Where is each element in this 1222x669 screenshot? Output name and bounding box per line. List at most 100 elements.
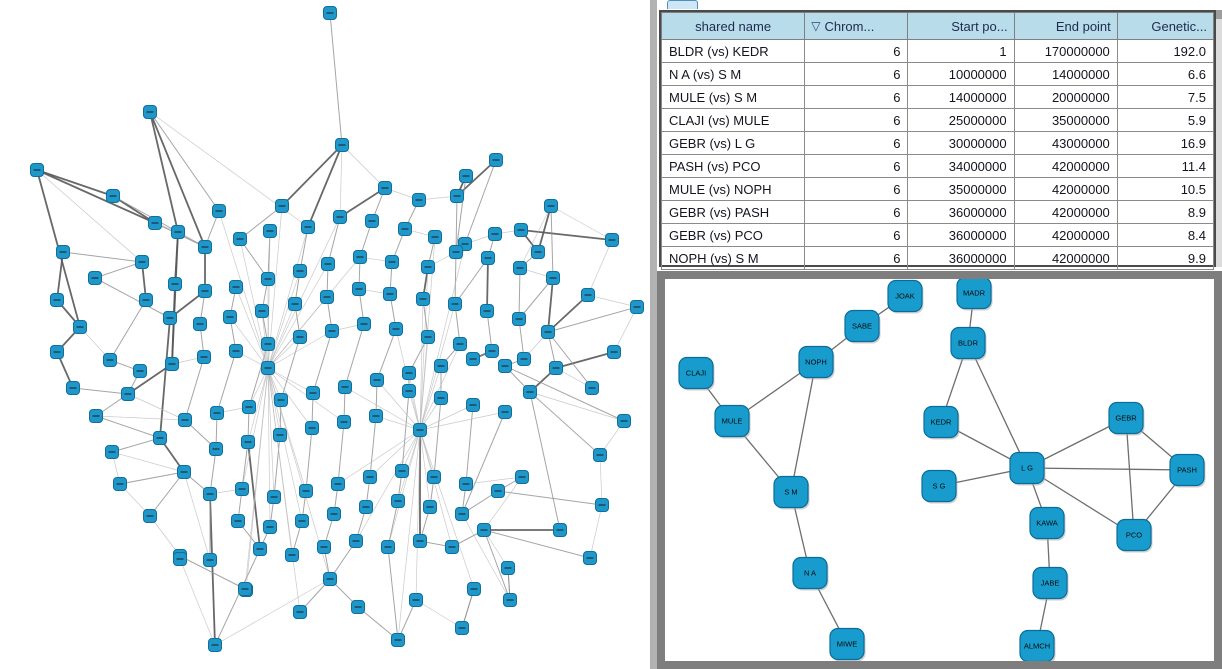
table-row[interactable]: GEBR (vs) PCO 6 36000000 42000000 8.4 bbox=[660, 223, 1215, 247]
network-node[interactable] bbox=[73, 320, 87, 334]
network-node[interactable] bbox=[553, 523, 567, 537]
network-node[interactable]: N A bbox=[792, 556, 829, 591]
network-node[interactable]: BLDR bbox=[950, 326, 987, 361]
network-node[interactable] bbox=[488, 227, 502, 241]
node-shape[interactable] bbox=[921, 469, 957, 503]
node-shape[interactable] bbox=[956, 279, 992, 310]
network-node[interactable] bbox=[450, 189, 464, 203]
network-node[interactable] bbox=[409, 593, 423, 607]
network-node[interactable]: L G bbox=[1009, 451, 1046, 486]
network-node[interactable] bbox=[485, 344, 499, 358]
network-node[interactable] bbox=[477, 523, 491, 537]
network-node[interactable] bbox=[357, 317, 371, 331]
network-node[interactable] bbox=[467, 582, 481, 596]
network-node[interactable] bbox=[263, 520, 277, 534]
network-node[interactable] bbox=[56, 245, 70, 259]
network-node[interactable]: S M bbox=[773, 475, 810, 510]
network-node[interactable] bbox=[455, 621, 469, 635]
table-row[interactable]: NOPH (vs) S M 6 36000000 42000000 9.9 bbox=[660, 246, 1215, 270]
network-node[interactable] bbox=[391, 633, 405, 647]
table-row[interactable]: GEBR (vs) PASH 6 36000000 42000000 8.9 bbox=[660, 200, 1215, 224]
network-node[interactable] bbox=[299, 484, 313, 498]
network-node[interactable] bbox=[466, 352, 480, 366]
network-node[interactable] bbox=[148, 216, 162, 230]
node-shape[interactable] bbox=[1029, 506, 1065, 540]
node-shape[interactable] bbox=[1019, 629, 1055, 662]
network-node[interactable] bbox=[378, 181, 392, 195]
network-node[interactable] bbox=[261, 337, 275, 351]
network-node[interactable] bbox=[421, 260, 435, 274]
network-node[interactable] bbox=[203, 487, 217, 501]
network-node[interactable] bbox=[428, 230, 442, 244]
network-node[interactable] bbox=[449, 245, 463, 259]
network-node[interactable] bbox=[427, 470, 441, 484]
column-header[interactable]: ▽ Chrom... bbox=[804, 12, 909, 40]
network-node[interactable] bbox=[306, 386, 320, 400]
network-node[interactable] bbox=[171, 225, 185, 239]
network-node[interactable] bbox=[385, 255, 399, 269]
network-node[interactable] bbox=[88, 271, 102, 285]
panel-divider[interactable] bbox=[650, 0, 657, 669]
node-shape[interactable] bbox=[887, 279, 923, 313]
column-header[interactable]: Genetic... bbox=[1116, 12, 1215, 40]
network-node[interactable] bbox=[321, 257, 335, 271]
network-node[interactable]: MIWE bbox=[829, 627, 866, 662]
network-node[interactable] bbox=[133, 364, 147, 378]
network-node[interactable] bbox=[203, 553, 217, 567]
network-node[interactable] bbox=[50, 293, 64, 307]
network-node[interactable] bbox=[459, 169, 473, 183]
network-node[interactable] bbox=[369, 409, 383, 423]
network-node[interactable] bbox=[338, 380, 352, 394]
network-node[interactable] bbox=[434, 359, 448, 373]
network-node[interactable]: GEBR bbox=[1108, 401, 1145, 436]
network-node[interactable]: JABE bbox=[1032, 566, 1069, 601]
node-shape[interactable] bbox=[829, 627, 865, 661]
network-node[interactable] bbox=[293, 264, 307, 278]
node-shape[interactable] bbox=[1169, 453, 1205, 487]
network-node[interactable] bbox=[515, 470, 529, 484]
network-node[interactable] bbox=[105, 445, 119, 459]
network-node[interactable] bbox=[416, 292, 430, 306]
network-node[interactable] bbox=[198, 240, 212, 254]
network-node[interactable] bbox=[498, 359, 512, 373]
network-node[interactable] bbox=[273, 428, 287, 442]
network-node[interactable] bbox=[434, 391, 448, 405]
node-shape[interactable] bbox=[950, 326, 986, 360]
network-canvas-main[interactable] bbox=[0, 0, 650, 669]
table-row[interactable]: MULE (vs) S M 6 14000000 20000000 7.5 bbox=[660, 85, 1215, 109]
subnetwork-graph[interactable]: JOAK SABE NOPH CLAJI MULE S M N A MIWE MADR BLDR K… bbox=[665, 279, 1214, 661]
network-node[interactable] bbox=[325, 324, 339, 338]
network-node[interactable] bbox=[501, 561, 515, 575]
network-node[interactable] bbox=[630, 300, 644, 314]
network-node[interactable] bbox=[459, 477, 473, 491]
network-node[interactable] bbox=[66, 381, 80, 395]
network-node[interactable] bbox=[305, 421, 319, 435]
network-node[interactable] bbox=[337, 415, 351, 429]
network-node[interactable] bbox=[503, 593, 517, 607]
network-node[interactable]: PASH bbox=[1169, 453, 1206, 488]
network-node[interactable] bbox=[30, 163, 44, 177]
table-row[interactable]: PASH (vs) PCO 6 34000000 42000000 11.4 bbox=[660, 154, 1215, 178]
table-tab[interactable] bbox=[667, 0, 698, 9]
network-node[interactable] bbox=[498, 405, 512, 419]
network-node[interactable]: KEDR bbox=[923, 405, 960, 440]
network-node[interactable] bbox=[241, 435, 255, 449]
network-node[interactable] bbox=[121, 387, 135, 401]
scrollbar-thumb[interactable] bbox=[1216, 10, 1222, 19]
network-node[interactable] bbox=[544, 199, 558, 213]
network-node[interactable] bbox=[413, 423, 427, 437]
network-node[interactable] bbox=[617, 414, 631, 428]
network-node[interactable] bbox=[178, 413, 192, 427]
network-node[interactable]: MULE bbox=[714, 404, 751, 439]
network-node[interactable]: S G bbox=[921, 469, 958, 504]
network-node[interactable] bbox=[445, 540, 459, 554]
network-node[interactable] bbox=[333, 210, 347, 224]
network-node[interactable] bbox=[208, 638, 222, 652]
network-node[interactable] bbox=[480, 304, 494, 318]
network-node[interactable] bbox=[210, 406, 224, 420]
network-node[interactable] bbox=[193, 317, 207, 331]
network-node[interactable] bbox=[231, 514, 245, 528]
network-node[interactable] bbox=[365, 214, 379, 228]
table-scrollbar[interactable] bbox=[1216, 10, 1222, 267]
network-node[interactable] bbox=[481, 251, 495, 265]
